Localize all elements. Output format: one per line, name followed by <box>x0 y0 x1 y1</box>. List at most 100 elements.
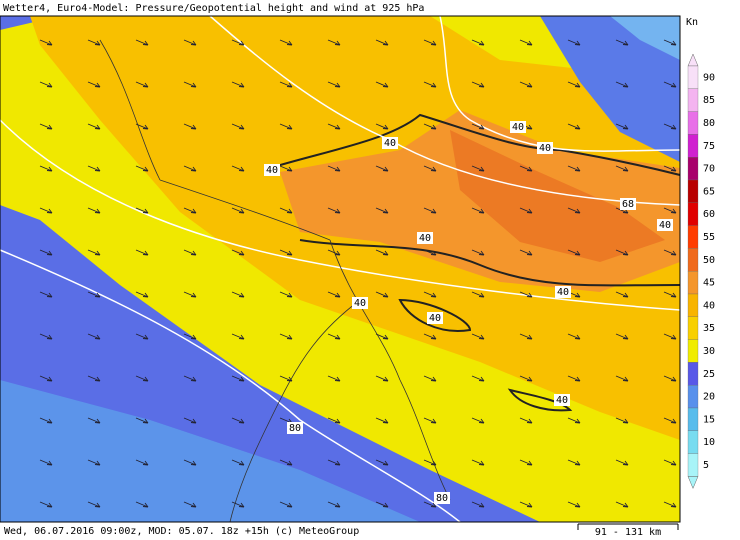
wind-arrow <box>279 459 293 466</box>
wind-arrow <box>327 333 341 340</box>
wind-arrow <box>663 165 677 172</box>
wind-arrow <box>375 249 389 256</box>
wind-arrow <box>135 459 149 466</box>
wind-arrow <box>327 165 341 172</box>
wind-arrow <box>87 123 101 130</box>
map-frame <box>0 15 681 523</box>
wind-arrow <box>327 39 341 46</box>
wind-arrow <box>135 501 149 508</box>
legend-label: 5 <box>703 460 709 471</box>
legend-label: 25 <box>703 369 715 380</box>
label-box <box>555 286 571 298</box>
wind-arrow <box>231 459 245 466</box>
wind-arrow <box>375 165 389 172</box>
label-box <box>287 422 303 434</box>
wind-arrow <box>663 417 677 424</box>
legend-label: 20 <box>703 392 715 403</box>
contour-label: 40 <box>266 165 278 176</box>
scale-label: 91 - 131 km <box>595 527 661 538</box>
wind-arrow <box>39 207 53 214</box>
legend-swatch <box>687 293 699 317</box>
wind-arrow <box>663 459 677 466</box>
contour-label: 68 <box>622 199 634 210</box>
wind-arrow <box>39 333 53 340</box>
wind-arrow <box>615 249 629 256</box>
wind-arrow <box>327 249 341 256</box>
wind-arrow <box>519 375 533 382</box>
wind-arrow <box>87 375 101 382</box>
wind-arrow <box>279 207 293 214</box>
wind-arrow <box>87 207 101 214</box>
wind-arrow <box>471 375 485 382</box>
legend-label: 75 <box>703 141 715 152</box>
wind-arrow <box>519 249 533 256</box>
wind-arrow <box>423 375 437 382</box>
wind-arrow <box>423 39 437 46</box>
wind-arrow <box>615 165 629 172</box>
wind-arrow <box>615 123 629 130</box>
legend-unit: Kn <box>686 17 698 28</box>
wind-arrow <box>423 249 437 256</box>
wind-arrow <box>327 501 341 508</box>
wind-arrow <box>567 249 581 256</box>
wind-arrow <box>135 333 149 340</box>
wind-arrow <box>39 81 53 88</box>
wind-arrow <box>519 501 533 508</box>
label-box <box>657 219 673 231</box>
wind-arrow <box>39 291 53 298</box>
wind-arrow <box>135 249 149 256</box>
wind-arrow <box>279 291 293 298</box>
region-50 <box>450 130 665 262</box>
wind-arrow <box>375 81 389 88</box>
wind-arrow <box>375 375 389 382</box>
legend-swatch <box>687 453 699 477</box>
wind-arrow <box>87 81 101 88</box>
wind-arrow <box>471 165 485 172</box>
legend-label: 70 <box>703 164 715 175</box>
wind-arrow <box>423 333 437 340</box>
wind-arrow <box>231 501 245 508</box>
legend-swatch <box>687 111 699 135</box>
wind-arrow <box>231 207 245 214</box>
legend-swatch <box>687 157 699 181</box>
legend-cap <box>687 476 699 490</box>
wind-arrow <box>663 249 677 256</box>
wind-arrow <box>327 417 341 424</box>
wind-arrow <box>423 459 437 466</box>
label-box <box>434 492 450 504</box>
wind-arrow <box>231 417 245 424</box>
wind-arrow <box>423 165 437 172</box>
wind-arrow <box>183 291 197 298</box>
label-box <box>554 394 570 406</box>
wind-arrow <box>183 417 197 424</box>
wind-arrow <box>663 207 677 214</box>
wind-arrow <box>423 81 437 88</box>
wind-arrow <box>87 291 101 298</box>
label-box <box>427 312 443 324</box>
wind-arrow <box>615 291 629 298</box>
wind-arrow <box>519 207 533 214</box>
isotach-40 <box>398 298 472 332</box>
wind-arrow <box>567 207 581 214</box>
wind-arrow <box>663 123 677 130</box>
wind-arrow <box>183 81 197 88</box>
wind-arrow <box>327 123 341 130</box>
wind-arrow <box>567 165 581 172</box>
wind-arrow <box>135 417 149 424</box>
wind-arrow <box>615 417 629 424</box>
legend-label: 65 <box>703 186 715 197</box>
legend-swatch <box>687 88 699 112</box>
wind-arrow <box>183 501 197 508</box>
legend-label: 40 <box>703 300 715 311</box>
wind-arrow <box>279 249 293 256</box>
wind-arrow <box>39 39 53 46</box>
wind-arrow <box>471 207 485 214</box>
wind-arrow <box>471 501 485 508</box>
wind-arrow <box>135 207 149 214</box>
wind-arrow <box>279 165 293 172</box>
wind-arrow <box>615 501 629 508</box>
wind-arrow <box>135 165 149 172</box>
wind-arrow <box>471 249 485 256</box>
legend-label: 60 <box>703 209 715 220</box>
wind-arrow <box>519 291 533 298</box>
